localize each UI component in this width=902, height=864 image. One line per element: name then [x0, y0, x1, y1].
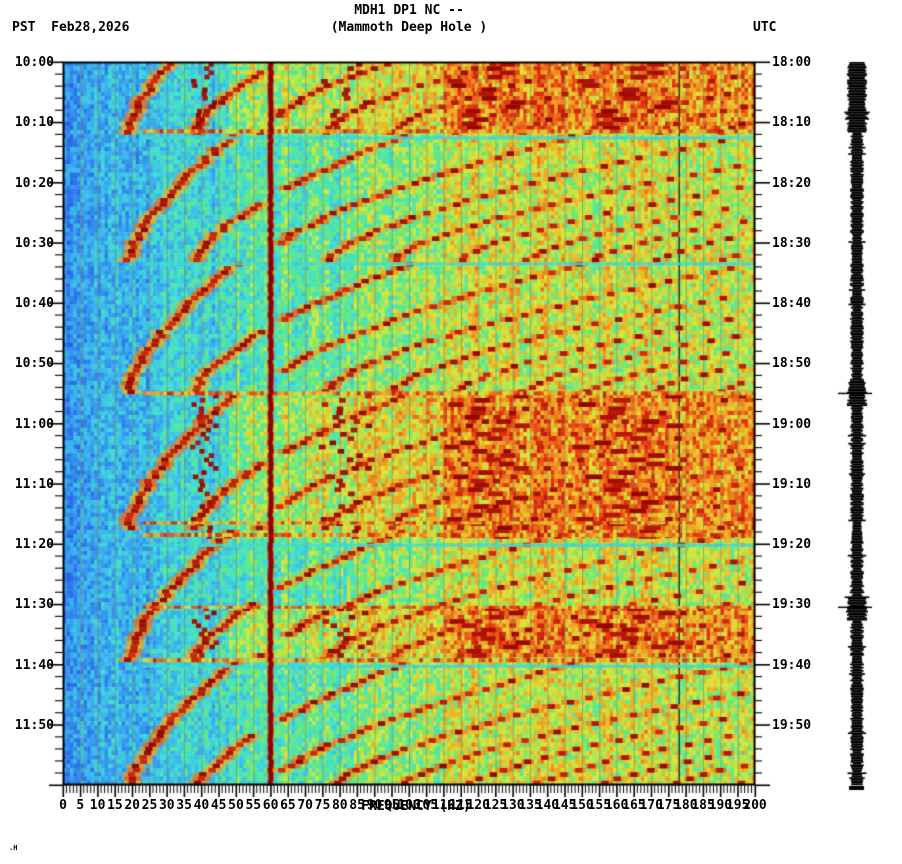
right-axis-tick-label: 19:10 — [772, 476, 812, 492]
seismogram-strip — [847, 62, 867, 785]
spectrogram-plot-area — [63, 62, 755, 785]
x-axis-tick-label: 195 — [725, 798, 750, 813]
x-axis-tick-label: 145 — [552, 798, 577, 813]
left-axis-tick-label: 10:30 — [14, 235, 54, 251]
x-axis-tick-label: 75 — [314, 798, 331, 813]
x-axis-tick-label: 5 — [76, 798, 85, 813]
x-axis-tick-label: 15 — [107, 798, 123, 813]
left-axis-tick-label: 11:10 — [14, 476, 54, 492]
corner-watermark: .H — [9, 844, 18, 852]
left-axis-tick-label: 11:20 — [14, 537, 54, 552]
x-axis-tick-label: 180 — [674, 798, 698, 813]
x-axis-tick-label: 80 — [331, 798, 348, 813]
right-timezone-label: UTC — [753, 20, 777, 35]
x-axis-tick-label: 100 — [397, 798, 421, 813]
x-axis-tick-label: 135 — [518, 798, 542, 813]
x-axis-tick-label: 35 — [176, 798, 192, 813]
x-axis-tick-label: 150 — [570, 798, 594, 813]
left-axis-tick-label: 11:00 — [14, 416, 54, 432]
x-axis-tick-label: 165 — [622, 798, 646, 813]
right-axis-tick-label: 19:20 — [772, 537, 812, 552]
x-axis-tick-label: 155 — [587, 798, 612, 813]
left-timezone-label: PST — [12, 20, 36, 35]
left-axis-tick-label: 10:20 — [14, 175, 54, 191]
x-axis-tick-label: 65 — [280, 798, 296, 813]
x-axis-tick-label: 95 — [383, 798, 400, 813]
station-title: MDH1 DP1 NC -- — [354, 3, 464, 18]
x-axis-tick-label: 0 — [59, 798, 67, 813]
x-axis-tick-label: 200 — [743, 798, 767, 813]
x-axis-tick-label: 130 — [501, 798, 525, 813]
x-axis-tick-label: 110 — [431, 798, 456, 813]
x-axis-tick-label: 70 — [297, 798, 314, 813]
x-axis-tick-label: 40 — [193, 798, 210, 813]
x-axis-tick-label: 190 — [708, 798, 733, 813]
left-axis-tick-label: 10:50 — [14, 356, 54, 372]
x-axis-tick-label: 175 — [656, 798, 681, 813]
header-timezone-date: PST Feb28,2026 — [12, 20, 129, 35]
right-axis-tick-label: 18:50 — [772, 356, 812, 372]
left-axis-tick-label: 10:00 — [14, 55, 54, 70]
x-axis-tick-label: 170 — [639, 798, 663, 813]
right-axis-tick-label: 19:40 — [772, 657, 812, 673]
right-axis-tick-label: 19:00 — [772, 416, 812, 432]
x-axis-tick-label: 10 — [89, 798, 106, 813]
x-axis-tick-label: 60 — [262, 798, 279, 813]
x-axis-tick-label: 50 — [228, 798, 244, 813]
left-axis-tick-label: 11:50 — [14, 717, 54, 733]
x-axis-tick-label: 55 — [245, 798, 262, 813]
left-axis-tick-label: 11:40 — [14, 657, 54, 673]
x-axis-title: FREQUENCY (HZ) — [361, 799, 471, 814]
date-label: Feb28,2026 — [51, 20, 130, 35]
right-axis-tick-label: 19:50 — [772, 717, 812, 733]
x-axis-tick-label: 125 — [483, 798, 508, 813]
x-axis-tick-label: 185 — [691, 798, 715, 813]
right-axis-tick-label: 18:20 — [772, 175, 812, 191]
right-axis-tick-label: 19:30 — [772, 597, 812, 613]
left-axis-tick-label: 11:30 — [14, 597, 54, 613]
x-axis-tick-label: 105 — [414, 798, 439, 813]
x-axis-tick-label: 90 — [366, 798, 383, 813]
right-axis-tick-label: 18:30 — [772, 235, 812, 251]
x-axis-tick-label: 85 — [349, 798, 365, 813]
x-axis-tick-label: 25 — [141, 798, 158, 813]
x-axis-tick-label: 160 — [604, 798, 629, 813]
x-axis-tick-label: 45 — [210, 798, 227, 813]
station-subtitle: (Mammoth Deep Hole ) — [330, 20, 488, 35]
x-axis-tick-label: 140 — [535, 798, 560, 813]
right-axis-tick-label: 18:10 — [772, 115, 812, 131]
right-axis-tick-label: 18:00 — [772, 55, 812, 70]
right-axis-tick-label: 18:40 — [772, 296, 812, 311]
header-spacer — [35, 20, 51, 35]
x-axis-tick-label: 30 — [158, 798, 175, 813]
left-axis-tick-label: 10:40 — [14, 296, 54, 311]
x-axis-tick-label: 115 — [449, 798, 473, 813]
x-axis-tick-label: 20 — [124, 798, 141, 813]
x-axis-tick-label: 120 — [466, 798, 490, 813]
left-axis-tick-label: 10:10 — [14, 115, 54, 131]
